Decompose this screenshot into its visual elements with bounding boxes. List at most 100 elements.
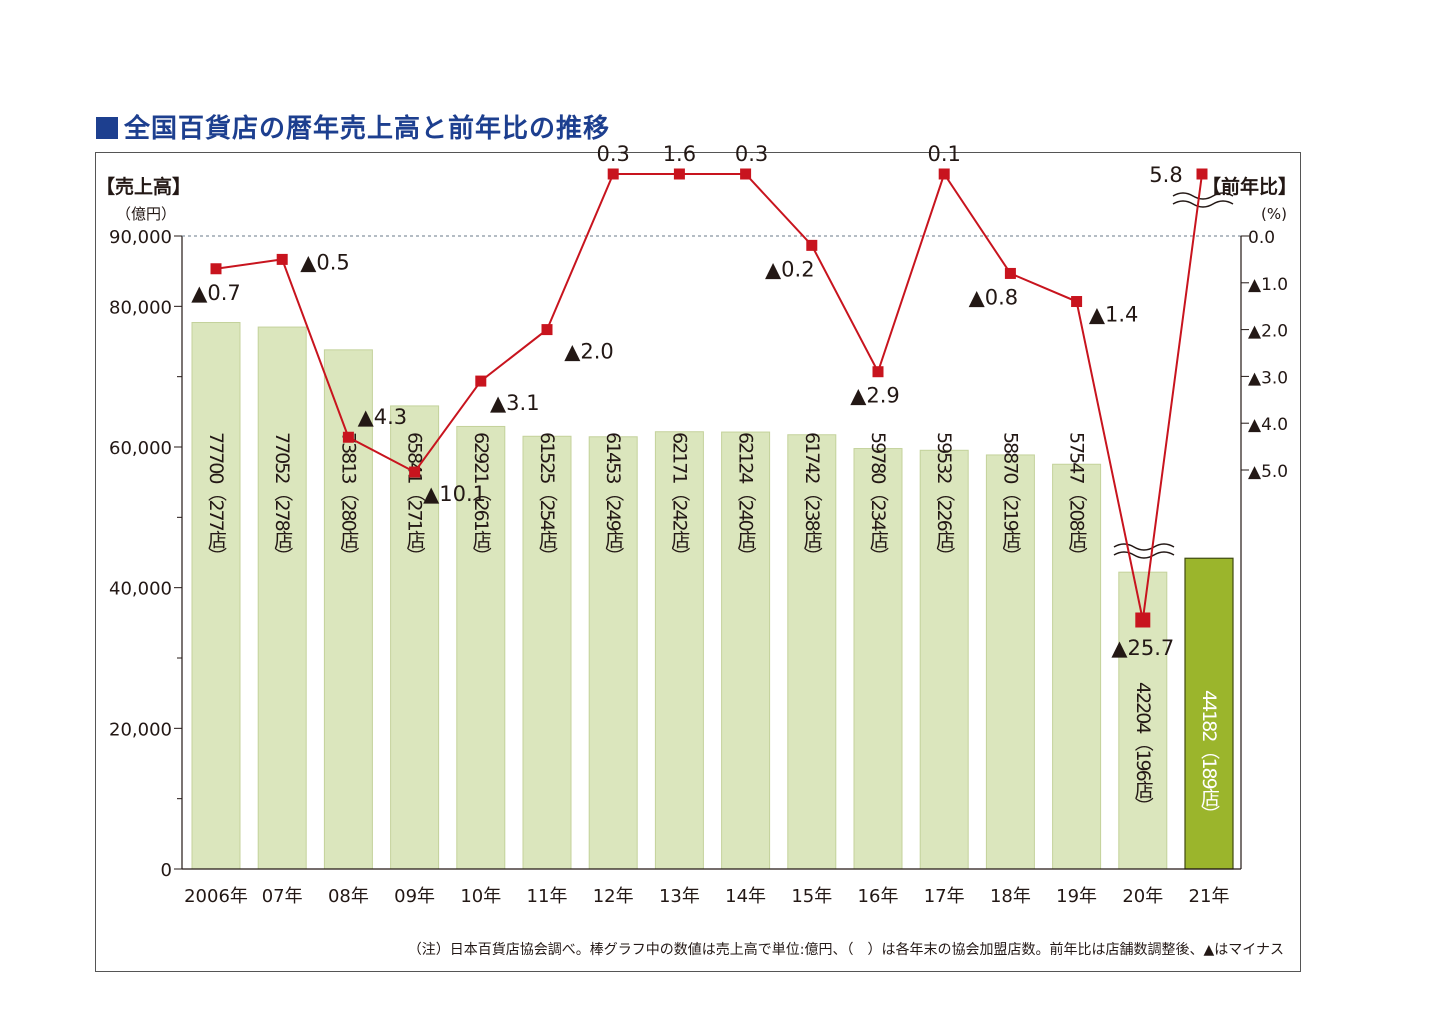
bar (191, 322, 241, 870)
yoy-marker (1004, 267, 1016, 279)
right-axis-tick-label: ▲4.0 (1248, 415, 1288, 435)
yoy-value-label: ▲2.0 (564, 340, 614, 364)
yoy-value-label: ▲1.4 (1089, 303, 1139, 327)
yoy-value-label: ▲3.1 (490, 391, 540, 415)
yoy-marker (740, 168, 752, 180)
yoy-marker (872, 366, 884, 378)
yoy-value-label: ▲0.7 (191, 281, 241, 305)
x-axis-category-label: 15年 (791, 886, 832, 907)
bar (787, 434, 837, 870)
yoy-value-label: 1.6 (663, 142, 696, 166)
axis-break-mark (1113, 551, 1175, 559)
yoy-value-label: ▲2.9 (850, 384, 900, 408)
yoy-value-label: ▲0.2 (765, 257, 815, 281)
x-axis-category-label: 11年 (527, 886, 568, 907)
bar-value-label: 61742（238店） (801, 432, 823, 564)
right-axis-unit: (%) (1261, 205, 1287, 223)
yoy-marker (1196, 168, 1208, 180)
axis-break-mark (1113, 543, 1175, 551)
yoy-marker (673, 168, 685, 180)
yoy-marker (276, 253, 288, 265)
x-axis-category-label: 17年 (924, 886, 965, 907)
right-axis-tick-label: ▲1.0 (1248, 275, 1288, 295)
yoy-marker (806, 239, 818, 251)
left-axis-tick-label: 80,000 (109, 297, 172, 318)
x-axis-category-label: 16年 (858, 886, 899, 907)
x-axis-category-label: 20年 (1122, 886, 1163, 907)
x-axis-category-label: 08年 (328, 886, 369, 907)
left-axis-title: 【売上高】 (96, 175, 191, 198)
bar-value-label: 59532（226店） (933, 432, 955, 564)
axis-break-mark (1172, 200, 1234, 208)
left-axis-tick-label: 60,000 (109, 438, 172, 459)
footnote: （注）日本百貨店協会調べ。棒グラフ中の数値は売上高で単位:億円、（ ）は各年末の… (408, 941, 1284, 958)
x-axis-category-label: 2006年 (184, 886, 248, 907)
left-axis-tick-label: 40,000 (109, 579, 172, 600)
bar-value-label: 59780（234店） (867, 432, 889, 564)
yoy-marker (409, 466, 421, 478)
bar (721, 431, 771, 870)
yoy-marker (1135, 612, 1151, 628)
x-axis-category-label: 18年 (990, 886, 1031, 907)
yoy-marker (938, 168, 950, 180)
bar-value-label: 77052（278店） (271, 432, 293, 564)
bar-value-label: 42204（196店） (1132, 682, 1154, 814)
bar (1184, 557, 1234, 870)
yoy-value-label: ▲0.5 (300, 250, 350, 274)
yoy-marker (607, 168, 619, 180)
yoy-value-label: 0.3 (596, 142, 629, 166)
bar-value-label: 44182（189店） (1198, 690, 1220, 822)
bar (390, 405, 440, 870)
axes-layer: 0 20,000 40,000 60,000 80,000 90,000 0.0 ▲1.0 ▲2… (109, 192, 1288, 907)
bar-value-label: 57547（208店） (1066, 432, 1088, 564)
bar-value-label: 73813（280店） (337, 432, 359, 564)
x-axis-category-label: 21年 (1189, 886, 1230, 907)
right-axis-tick-label: ▲3.0 (1248, 368, 1288, 388)
right-axis-tick-label: 0.0 (1248, 228, 1275, 248)
yoy-marker (1071, 296, 1083, 308)
line-layer: ▲0.7 ▲0.5 ▲4.3 ▲10.1 ▲3.1 ▲2.0 0.3 1.6 0.3 ▲0.2 ▲2… (191, 142, 1208, 660)
yoy-marker (342, 431, 354, 443)
bar (1052, 463, 1102, 870)
yoy-value-label: ▲4.3 (358, 405, 408, 429)
yoy-marker (541, 324, 553, 336)
bar (919, 449, 969, 870)
yoy-value-label: 5.8 (1149, 163, 1182, 187)
bar-value-label: 77700（277店） (205, 432, 227, 564)
bar (985, 454, 1035, 870)
x-axis-category-label: 13年 (659, 886, 700, 907)
left-axis-unit: （億円） (116, 205, 176, 223)
bar-value-label: 62921（261店） (470, 432, 492, 564)
chart-title-text: 全国百貨店の暦年売上高と前年比の推移 (124, 114, 611, 144)
bars-layer: 77700（277店） 77052（278店） 73813（280店） 65841（2… (191, 322, 1234, 870)
bar (257, 326, 307, 870)
yoy-line (215, 171, 1203, 621)
x-axis-category-label: 19年 (1056, 886, 1097, 907)
bar-value-label: 61525（254店） (536, 432, 558, 564)
bar (522, 435, 572, 870)
yoy-value-label: ▲25.7 (1111, 636, 1174, 660)
x-axis-category-label: 12年 (593, 886, 634, 907)
yoy-marker (475, 375, 487, 387)
bar (456, 425, 506, 870)
bar-value-label: 58870（219店） (999, 432, 1021, 564)
bar-value-label: 62124（240店） (735, 432, 757, 564)
title-square-icon (96, 117, 118, 139)
yoy-value-label: ▲10.1 (423, 482, 486, 506)
x-axis-category-label: 14年 (725, 886, 766, 907)
bar (588, 436, 638, 870)
x-axis-category-label: 09年 (394, 886, 435, 907)
bar (654, 431, 704, 870)
left-axis-tick-label: 90,000 (109, 227, 172, 248)
chart-title: 全国百貨店の暦年売上高と前年比の推移 (96, 108, 610, 145)
x-axis-category-label: 07年 (262, 886, 303, 907)
bar-value-label: 62171（242店） (668, 432, 690, 564)
yoy-value-label: ▲0.8 (969, 285, 1019, 309)
yoy-value-label: 0.1 (927, 142, 960, 166)
right-axis-tick-label: ▲2.0 (1248, 322, 1288, 342)
chart-frame (95, 152, 1301, 972)
axis-break-mark (1172, 192, 1234, 200)
yoy-marker (210, 263, 222, 275)
right-axis-title: 【前年比】 (1202, 175, 1297, 198)
